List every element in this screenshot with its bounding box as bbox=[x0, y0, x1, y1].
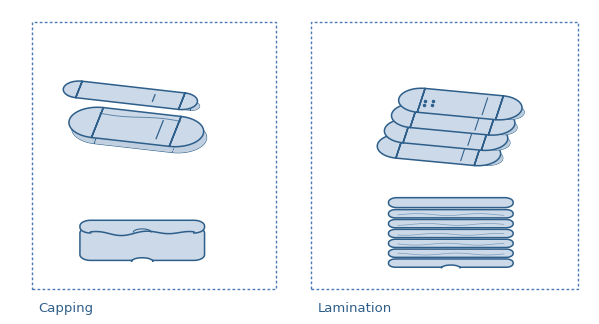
Polygon shape bbox=[377, 134, 503, 166]
Polygon shape bbox=[389, 239, 513, 248]
Polygon shape bbox=[69, 107, 204, 147]
Polygon shape bbox=[63, 81, 199, 110]
Polygon shape bbox=[398, 88, 524, 120]
Polygon shape bbox=[380, 142, 503, 165]
Text: Capping: Capping bbox=[38, 302, 93, 315]
Polygon shape bbox=[377, 134, 501, 166]
Polygon shape bbox=[392, 104, 515, 135]
Bar bbox=[32, 22, 276, 289]
Bar bbox=[311, 22, 579, 289]
Polygon shape bbox=[392, 104, 517, 135]
Polygon shape bbox=[69, 107, 207, 153]
Polygon shape bbox=[401, 96, 524, 120]
Polygon shape bbox=[389, 229, 513, 237]
Polygon shape bbox=[389, 259, 513, 268]
Polygon shape bbox=[385, 119, 510, 150]
Polygon shape bbox=[389, 249, 513, 257]
Polygon shape bbox=[398, 88, 522, 120]
Polygon shape bbox=[72, 113, 207, 153]
Polygon shape bbox=[389, 198, 513, 208]
Polygon shape bbox=[394, 111, 517, 135]
Polygon shape bbox=[387, 126, 510, 150]
Polygon shape bbox=[66, 88, 199, 110]
Text: Lamination: Lamination bbox=[317, 302, 392, 315]
Polygon shape bbox=[389, 210, 513, 218]
Polygon shape bbox=[80, 227, 204, 261]
Polygon shape bbox=[385, 119, 508, 150]
Polygon shape bbox=[80, 220, 204, 236]
Polygon shape bbox=[389, 219, 513, 228]
Polygon shape bbox=[63, 81, 198, 110]
